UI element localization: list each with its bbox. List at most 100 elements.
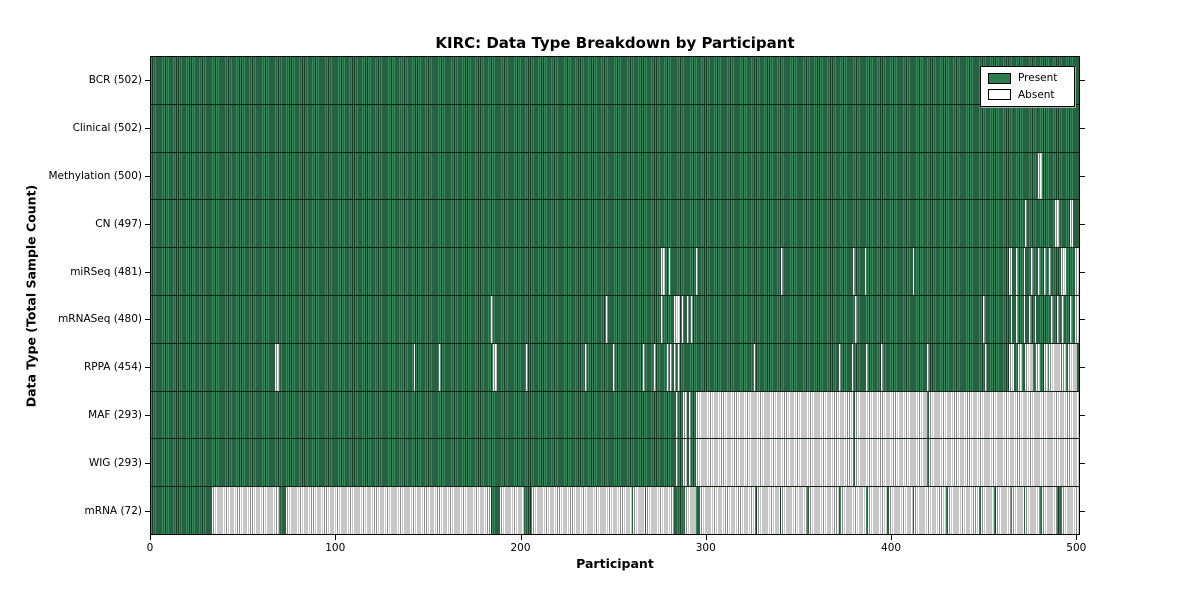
absent-segment [1043,343,1048,391]
y-tick-mark [145,271,150,273]
absent-segment [492,343,497,391]
y-tick-mark [145,319,150,321]
absent-segment [605,295,608,343]
row-bcr [151,57,1079,105]
x-tick-mark [150,535,151,540]
absent-segment [995,487,1011,534]
absent-segment [1016,248,1018,295]
absent-segment [439,343,442,391]
absent-segment [1049,248,1052,295]
absent-segment [781,248,784,295]
absent-segment [864,248,867,295]
absent-segment [661,248,665,295]
absent-segment [1062,343,1067,391]
x-tick-label-500: 500 [1066,542,1087,554]
present-swatch-icon [988,72,1011,84]
y-tick-mark [1080,271,1085,273]
x-tick-label-0: 0 [146,542,154,554]
absent-segment [688,439,691,487]
absent-segment [757,487,780,534]
absent-segment [984,343,987,391]
absent-segment [888,487,913,534]
absent-segment [670,343,673,391]
x-tick-mark [335,535,337,540]
y-tick-mark [145,223,150,225]
absent-segment [881,343,884,391]
y-tick-label-rppa: RPPA (454) [83,361,142,374]
absent-segment [912,248,915,295]
absent-segment [1054,200,1059,248]
absent-segment [1008,248,1013,295]
x-tick-mark [705,535,707,540]
absent-segment [1051,295,1054,343]
y-tick-mark [145,175,150,177]
absent-segment [661,295,664,343]
x-tick-mark [520,535,522,540]
absent-segment [781,487,808,534]
absent-segment [838,343,841,391]
absent-segment [1075,295,1079,343]
absent-segment [1025,200,1028,248]
absent-segment [927,343,930,391]
x-tick-label-100: 100 [325,542,346,554]
x-tick-mark [1076,535,1078,540]
row-mrna [151,487,1079,534]
absent-segment [491,295,493,343]
absent-segment [285,487,492,534]
absent-segment [666,343,669,391]
absent-segment [1030,248,1033,295]
absent-segment [642,343,645,391]
absent-segment [1038,152,1043,200]
absent-segment [1062,295,1065,343]
absent-segment [1075,248,1079,295]
absent-segment [753,343,756,391]
absent-segment [526,343,529,391]
y-tick-mark [145,415,150,417]
absent-segment [613,343,615,391]
absent-segment [1023,248,1026,295]
y-tick-mark [145,127,150,129]
absent-segment [668,248,671,295]
y-tick-mark [145,367,150,369]
y-tick-mark [145,463,150,465]
x-axis-title: Participant [576,556,654,571]
row-clinical [151,104,1079,153]
y-tick-label-methylation: Methylation (500) [48,169,142,182]
y-tick-mark [1080,223,1085,225]
absent-segment [690,295,693,343]
absent-segment [676,391,678,439]
y-tick-mark [1080,79,1085,81]
absent-segment [1012,487,1024,534]
absent-segment [981,487,994,534]
absent-segment [696,439,854,487]
plot-area [150,56,1080,535]
legend-entry-absent: Absent [981,89,1074,101]
row-methylation [151,152,1079,201]
absent-segment [653,343,656,391]
absent-segment [914,487,946,534]
y-tick-label-mrna: mRNA (72) [84,505,142,518]
absent-segment [947,487,980,534]
absent-segment [1010,295,1013,343]
absent-segment [700,487,756,534]
y-tick-label-maf: MAF (293) [88,409,142,422]
row-cn [151,200,1079,249]
absent-segment [1069,200,1074,248]
row-wig [151,439,1079,488]
y-tick-label-clinical: Clinical (502) [72,121,142,134]
absent-segment [676,439,678,487]
y-tick-mark [1080,463,1085,465]
absent-segment [1042,487,1057,534]
absent-segment [868,487,887,534]
y-tick-mark [1080,415,1085,417]
x-tick-label-200: 200 [510,542,531,554]
absent-segment [1043,248,1046,295]
absent-segment [840,487,867,534]
absent-segment [1062,487,1079,534]
absent-segment [855,391,928,439]
legend-label-absent: Absent [1018,88,1055,101]
absent-segment [685,487,697,534]
y-tick-mark [1080,175,1085,177]
y-tick-mark [1080,511,1085,513]
y-tick-mark [145,511,150,513]
